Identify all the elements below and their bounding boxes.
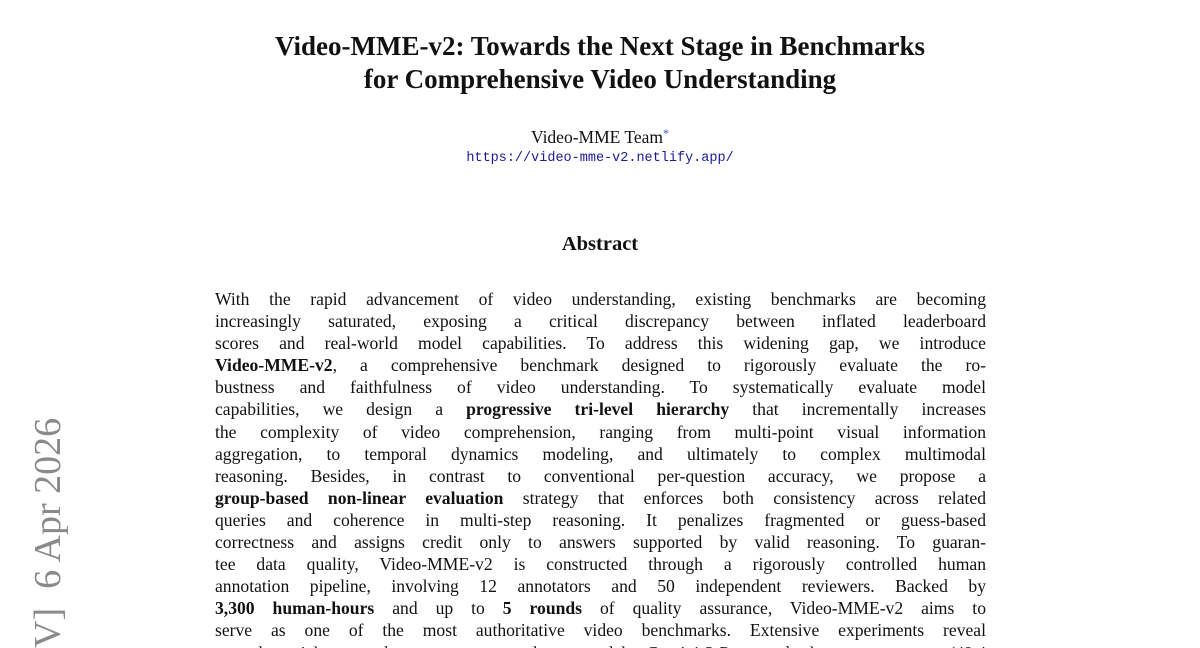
bold-text: 3,300 human-hours xyxy=(215,598,375,619)
abstract-line: capabilities, we design a progressive tr… xyxy=(215,398,986,420)
text: the complexity of video comprehension, r… xyxy=(215,421,986,442)
bold-text: Video-MME-v2 xyxy=(215,355,333,376)
abstract-line: queries and coherence in multi-step reas… xyxy=(215,509,986,531)
author-name: Video-MME Team xyxy=(530,127,664,147)
arxiv-stamp: V] 6 Apr 2026 xyxy=(27,417,69,648)
text: scores and real-world model capabilities… xyxy=(215,333,986,354)
text: With the rapid advancement of video unde… xyxy=(215,289,986,309)
abstract-line: a substantial gap between current best m… xyxy=(215,642,986,648)
bold-text: group-based non-linear evaluation xyxy=(215,487,504,508)
text: of quality assurance, Video-MME-v2 aims … xyxy=(582,598,986,619)
author: Video-MME Team* xyxy=(0,126,1200,148)
abstract-line: increasingly saturated, exposing a criti… xyxy=(215,310,986,332)
text: correctness and assigns credit only to a… xyxy=(215,532,986,553)
abstract-line: correctness and assigns credit only to a… xyxy=(215,531,986,553)
text: increasingly saturated, exposing a criti… xyxy=(215,311,986,332)
text: queries and coherence in multi-step reas… xyxy=(215,509,986,530)
abstract-line: annotation pipeline, involving 12 annota… xyxy=(215,575,986,597)
text: aggregation, to temporal dynamics modeli… xyxy=(215,443,986,464)
text: reasoning. Besides, in contrast to conve… xyxy=(215,465,986,486)
title-line: for Comprehensive Video Understanding xyxy=(363,64,837,94)
abstract-heading: Abstract xyxy=(561,233,639,255)
author-marker[interactable]: * xyxy=(663,126,670,140)
text: tee data quality, Video-MME-v2 is constr… xyxy=(215,554,986,575)
text: capabilities, we design a xyxy=(215,399,467,420)
text: strategy that enforces both consistency … xyxy=(503,487,986,508)
abstract-body: With the rapid advancement of video unde… xyxy=(215,288,986,648)
bold-text: progressive tri-level hierarchy xyxy=(466,399,730,420)
bold-text: 5 rounds xyxy=(502,598,583,619)
project-url[interactable]: https://video-mme-v2.netlify.app/ xyxy=(466,151,734,166)
title: Video-MME-v2: Towards the Next Stage in … xyxy=(0,30,1200,96)
abstract-line: the complexity of video comprehension, r… xyxy=(215,421,986,443)
abstract-line: bustness and faithfulness of video under… xyxy=(215,376,986,398)
text: , a comprehensive benchmark designed to … xyxy=(332,355,986,376)
abstract-line: reasoning. Besides, in contrast to conve… xyxy=(215,465,986,487)
abstract-line: scores and real-world model capabilities… xyxy=(215,332,986,354)
title-line: Video-MME-v2: Towards the Next Stage in … xyxy=(275,31,925,61)
text: and up to xyxy=(374,598,503,619)
text: bustness and faithfulness of video under… xyxy=(215,377,986,398)
abstract-line: tee data quality, Video-MME-v2 is constr… xyxy=(215,553,986,575)
abstract-line: With the rapid advancement of video unde… xyxy=(215,288,986,310)
abstract-line: serve as one of the most authoritative v… xyxy=(215,619,986,641)
text: annotation pipeline, involving 12 annota… xyxy=(215,576,986,597)
text: that incrementally increases xyxy=(729,399,986,420)
abstract-line: Video-MME-v2, a comprehensive benchmark … xyxy=(215,354,986,376)
text: serve as one of the most authoritative v… xyxy=(215,620,986,641)
abstract-line: aggregation, to temporal dynamics modeli… xyxy=(215,443,986,465)
abstract-line: group-based non-linear evaluation strate… xyxy=(215,487,986,509)
text: a substantial gap between current best m… xyxy=(215,643,986,648)
abstract-line: 3,300 human-hours and up to 5 rounds of … xyxy=(215,597,986,619)
